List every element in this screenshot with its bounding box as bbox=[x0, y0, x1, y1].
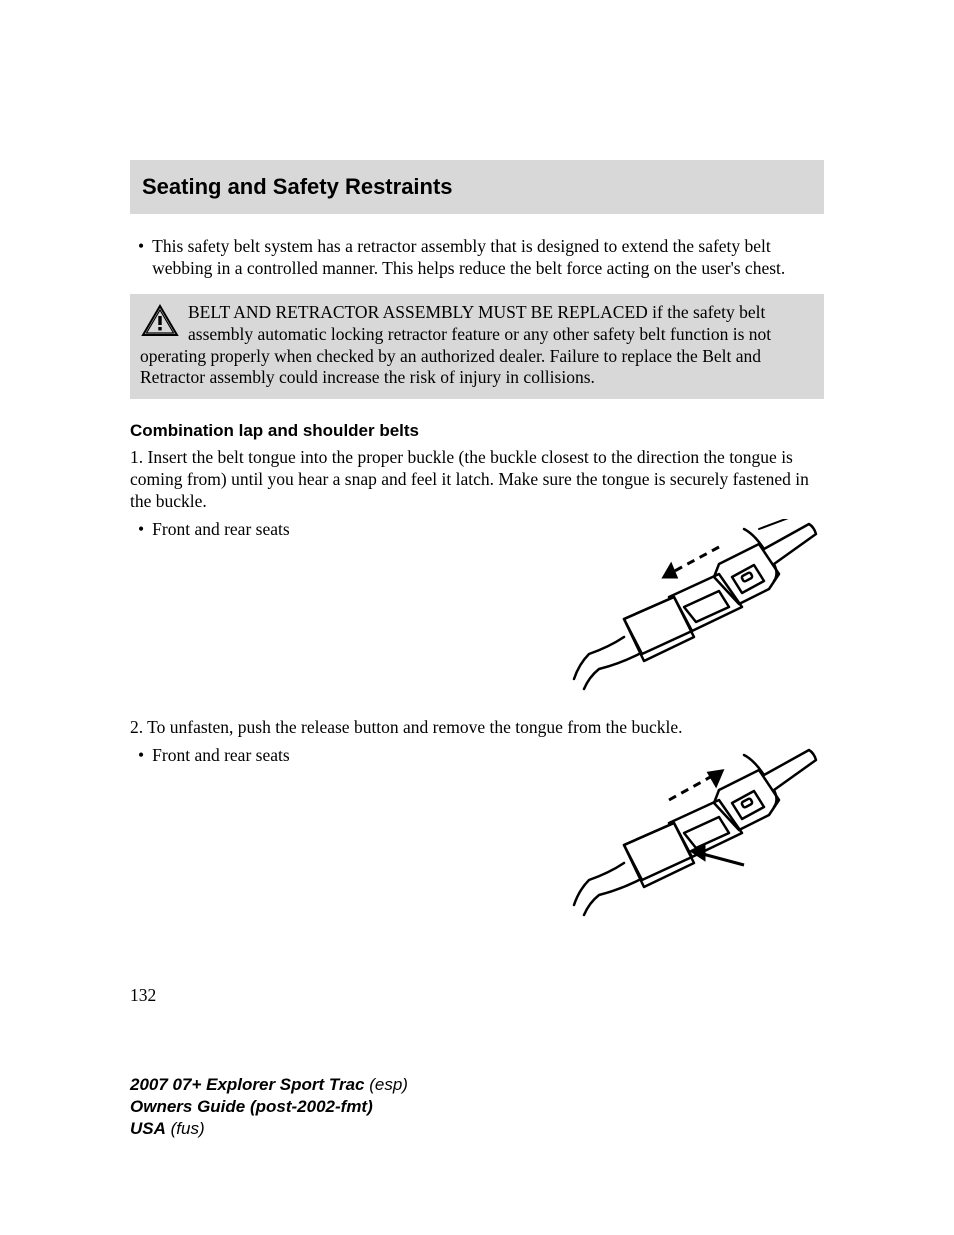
figure-2-row: • Front and rear seats bbox=[130, 745, 824, 935]
footer-usa: USA bbox=[130, 1119, 166, 1138]
page-number: 132 bbox=[130, 985, 824, 1006]
figure-1-bullet-text: Front and rear seats bbox=[152, 519, 290, 541]
subsection-heading: Combination lap and shoulder belts bbox=[130, 421, 824, 441]
step-1-text: 1. Insert the belt tongue into the prope… bbox=[130, 447, 824, 513]
section-header-bar: Seating and Safety Restraints bbox=[130, 160, 824, 214]
intro-bullet: • This safety belt system has a retracto… bbox=[138, 236, 824, 280]
step-2-text: 2. To unfasten, push the release button … bbox=[130, 717, 824, 739]
figure-2-bullet: • Front and rear seats bbox=[138, 745, 564, 767]
footer-guide: Owners Guide (post-2002-fmt) bbox=[130, 1097, 373, 1116]
footer-model: 2007 07+ Explorer Sport Trac bbox=[130, 1075, 365, 1094]
seatbelt-release-diagram bbox=[564, 745, 824, 935]
warning-text: BELT AND RETRACTOR ASSEMBLY MUST BE REPL… bbox=[140, 302, 771, 388]
bullet-dot: • bbox=[138, 519, 144, 541]
footer-esp: (esp) bbox=[365, 1075, 408, 1094]
intro-bullet-text: This safety belt system has a retractor … bbox=[152, 236, 824, 280]
footer-line-1: 2007 07+ Explorer Sport Trac (esp) bbox=[130, 1074, 408, 1096]
bullet-dot: • bbox=[138, 236, 144, 280]
warning-triangle-icon bbox=[140, 304, 180, 344]
footer-line-3: USA (fus) bbox=[130, 1118, 408, 1140]
warning-box: BELT AND RETRACTOR ASSEMBLY MUST BE REPL… bbox=[130, 294, 824, 400]
figure-1-row: • Front and rear seats bbox=[130, 519, 824, 699]
figure-1-bullet: • Front and rear seats bbox=[138, 519, 564, 541]
footer-line-2: Owners Guide (post-2002-fmt) bbox=[130, 1096, 408, 1118]
figure-2-bullet-text: Front and rear seats bbox=[152, 745, 290, 767]
seatbelt-insert-diagram bbox=[564, 519, 824, 699]
footer-block: 2007 07+ Explorer Sport Trac (esp) Owner… bbox=[130, 1074, 408, 1140]
section-title: Seating and Safety Restraints bbox=[142, 174, 812, 200]
bullet-dot: • bbox=[138, 745, 144, 767]
document-page: Seating and Safety Restraints • This saf… bbox=[0, 0, 954, 1006]
footer-fus: (fus) bbox=[166, 1119, 205, 1138]
